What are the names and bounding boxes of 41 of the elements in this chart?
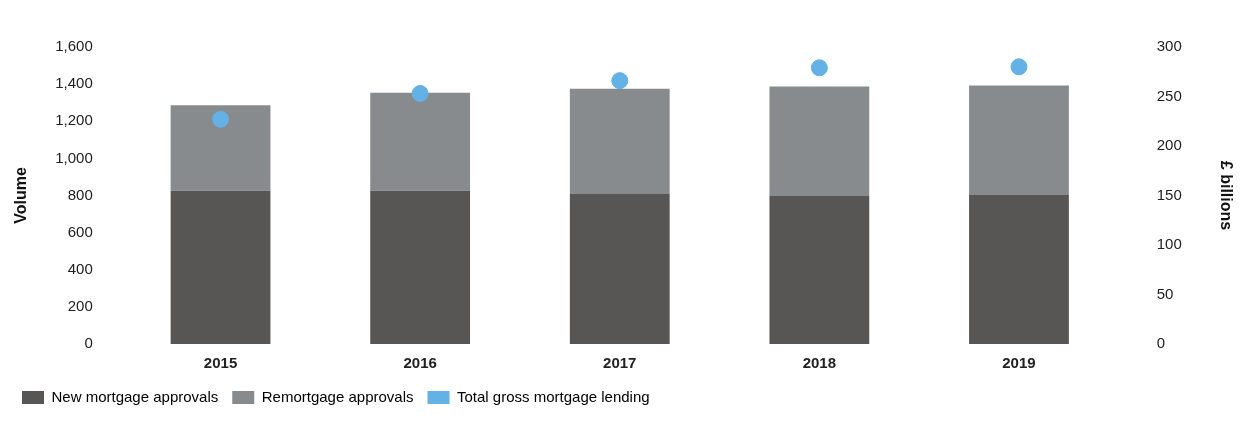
bar: [170, 190, 271, 344]
legend-label: New mortgage approvals: [51, 387, 219, 405]
bar: [769, 86, 870, 197]
bar: [569, 194, 670, 344]
point: [212, 110, 230, 128]
y-tick-label: 1,400: [55, 74, 93, 92]
bar: [969, 194, 1069, 344]
legend-label: Remortgage approvals: [261, 387, 414, 405]
point: [411, 85, 429, 103]
y2-tick-label: 150: [1156, 185, 1182, 203]
y2-tick-label: 50: [1156, 284, 1174, 302]
bar: [370, 190, 471, 344]
bar: [969, 85, 1069, 195]
y-tick-label: 1,600: [55, 37, 93, 55]
y-tick-label: 0: [84, 334, 93, 352]
x-tick-label: 2019: [1002, 354, 1036, 372]
point: [810, 59, 828, 77]
y2-tick-label: 200: [1156, 136, 1182, 154]
y-tick-label: 200: [67, 297, 93, 315]
bar: [769, 196, 870, 344]
legend-label: Total gross mortgage lending: [457, 387, 650, 405]
y-tick-label: 400: [67, 259, 93, 277]
y-tick-label: 600: [67, 222, 93, 240]
y2-tick-label: 300: [1156, 37, 1182, 55]
point: [611, 72, 629, 90]
y2-axis-title: £ billions: [1217, 160, 1235, 231]
y2-tick-label: 100: [1156, 235, 1182, 253]
x-tick-label: 2016: [403, 354, 437, 372]
y-axis-title: Volume: [12, 167, 30, 224]
y2-tick-label: 250: [1156, 86, 1182, 104]
point: [1010, 58, 1028, 76]
bar: [569, 88, 670, 195]
y-tick-label: 1,000: [55, 148, 93, 166]
y-tick-label: 800: [67, 185, 93, 203]
bar: [370, 92, 471, 191]
bar: [170, 105, 271, 191]
x-tick-label: 2018: [802, 354, 837, 372]
x-tick-label: 2017: [603, 354, 637, 372]
y-tick-label: 1,200: [55, 111, 93, 129]
x-tick-label: 2015: [203, 354, 238, 372]
y2-tick-label: 0: [1156, 334, 1166, 352]
